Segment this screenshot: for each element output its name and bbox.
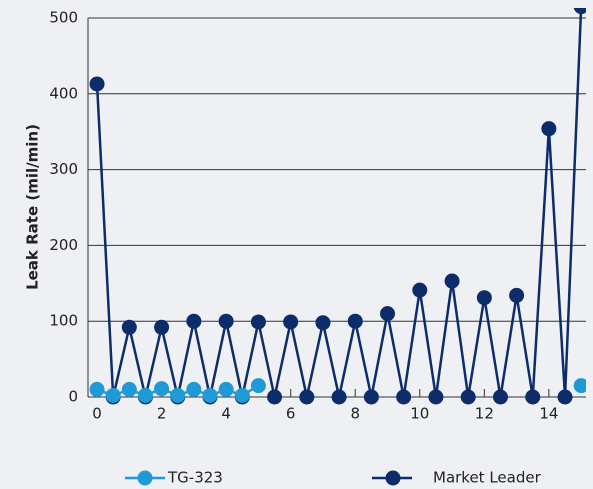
x-tick-label: 10 bbox=[410, 405, 429, 423]
y-tick-label: 100 bbox=[49, 312, 78, 330]
data-point bbox=[460, 389, 476, 405]
data-point bbox=[121, 381, 137, 397]
y-tick-label: 0 bbox=[68, 388, 78, 406]
data-point bbox=[331, 389, 347, 405]
x-tick-label: 14 bbox=[539, 405, 558, 423]
data-point bbox=[476, 290, 492, 306]
data-point bbox=[186, 313, 202, 329]
data-point bbox=[154, 381, 170, 397]
legend-marker bbox=[385, 470, 401, 486]
data-point bbox=[573, 378, 586, 394]
legend-marker bbox=[137, 470, 153, 486]
y-tick-label: 500 bbox=[49, 9, 78, 27]
data-point bbox=[137, 387, 153, 403]
data-point bbox=[573, 8, 586, 15]
data-point bbox=[444, 273, 460, 289]
data-point bbox=[202, 387, 218, 403]
data-point bbox=[396, 389, 412, 405]
data-point bbox=[492, 389, 508, 405]
data-point bbox=[250, 314, 266, 330]
data-point bbox=[105, 387, 121, 403]
data-point bbox=[218, 313, 234, 329]
x-tick-label: 6 bbox=[286, 405, 296, 423]
y-tick-label: 200 bbox=[49, 236, 78, 254]
data-point bbox=[347, 313, 363, 329]
legend-label: Market Leader bbox=[433, 469, 542, 487]
x-tick-label: 8 bbox=[350, 405, 360, 423]
data-point bbox=[525, 389, 541, 405]
data-point bbox=[541, 121, 557, 137]
data-point bbox=[267, 389, 283, 405]
data-point bbox=[89, 381, 105, 397]
data-point bbox=[234, 387, 250, 403]
x-tick-label: 2 bbox=[157, 405, 167, 423]
y-axis-label: Leak Rate (mil/min) bbox=[24, 124, 42, 290]
data-point bbox=[250, 378, 266, 394]
data-point bbox=[170, 387, 186, 403]
data-point bbox=[557, 389, 573, 405]
y-tick-label: 400 bbox=[49, 84, 78, 102]
data-point bbox=[363, 389, 379, 405]
data-point bbox=[412, 282, 428, 298]
data-point bbox=[121, 319, 137, 335]
data-point bbox=[218, 381, 234, 397]
data-point bbox=[428, 389, 444, 405]
legend-label: TG-323 bbox=[167, 469, 223, 487]
x-tick-label: 4 bbox=[221, 405, 231, 423]
x-tick-label: 12 bbox=[475, 405, 494, 423]
x-tick-label: 0 bbox=[92, 405, 102, 423]
data-point bbox=[299, 389, 315, 405]
data-point bbox=[509, 287, 525, 303]
data-point bbox=[283, 314, 299, 330]
data-point bbox=[154, 319, 170, 335]
series-line bbox=[95, 8, 583, 398]
data-point bbox=[315, 315, 331, 331]
data-point bbox=[186, 381, 202, 397]
data-point bbox=[380, 306, 396, 322]
y-tick-label: 300 bbox=[49, 160, 78, 178]
data-point bbox=[89, 76, 105, 92]
